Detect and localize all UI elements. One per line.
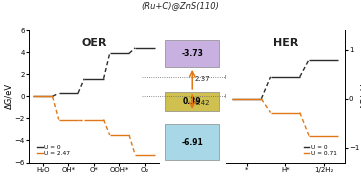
Text: H₂O/O₂: H₂O/O₂ — [225, 94, 243, 99]
Legend: U = 0, U = 2.47: U = 0, U = 2.47 — [34, 142, 73, 158]
Text: 0.39: 0.39 — [183, 97, 201, 106]
Text: -6.91: -6.91 — [181, 138, 203, 147]
FancyBboxPatch shape — [165, 124, 219, 160]
Text: OER: OER — [81, 38, 106, 48]
Text: 0.42: 0.42 — [195, 100, 210, 106]
Text: H⁺/H₂: H⁺/H₂ — [225, 75, 240, 80]
Text: 2.37: 2.37 — [195, 76, 210, 82]
FancyBboxPatch shape — [165, 40, 219, 67]
FancyBboxPatch shape — [165, 92, 219, 111]
Legend: U = 0, U = 0.71: U = 0, U = 0.71 — [301, 142, 339, 158]
Text: (Ru+C)@ZnS(110): (Ru+C)@ZnS(110) — [142, 1, 219, 10]
Text: HER: HER — [273, 38, 298, 48]
Y-axis label: ΔG/eV: ΔG/eV — [4, 83, 13, 109]
Text: -3.73: -3.73 — [181, 49, 203, 58]
